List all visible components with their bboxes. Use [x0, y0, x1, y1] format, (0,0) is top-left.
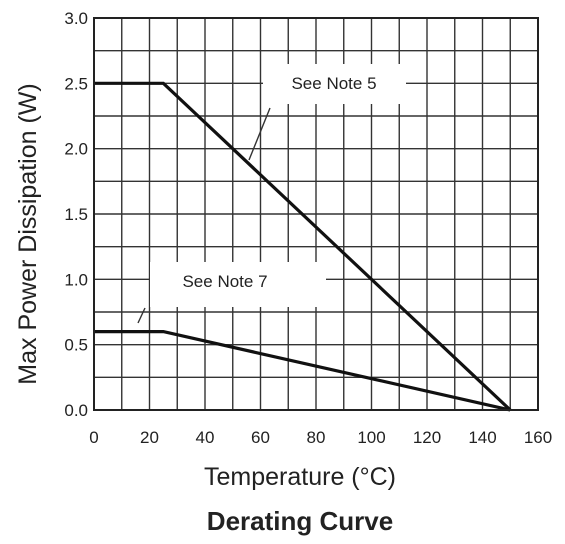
annotation-texts: See Note 5 See Note 7 [182, 74, 376, 291]
x-tick-label: 80 [307, 428, 326, 447]
y-tick-label: 0.0 [64, 401, 88, 420]
y-tick-label: 0.5 [64, 336, 88, 355]
x-tick-label: 160 [524, 428, 552, 447]
x-tick-label: 120 [413, 428, 441, 447]
x-tick-label: 20 [140, 428, 159, 447]
y-tick-label: 2.0 [64, 140, 88, 159]
x-axis-label: Temperature (°C) [204, 463, 396, 491]
series-line [94, 330, 511, 412]
y-axis-label: Max Power Dissipation (W) [14, 83, 42, 384]
plot-frame [93, 17, 539, 411]
x-tick-label: 0 [89, 428, 98, 447]
x-tick-label: 100 [357, 428, 385, 447]
y-tick-labels: 0.0 0.5 1.0 1.5 2.0 2.5 3.0 [64, 9, 88, 420]
y-tick-label: 1.5 [64, 205, 88, 224]
x-tick-label: 60 [251, 428, 270, 447]
x-tick-label: 140 [468, 428, 496, 447]
y-tick-label: 2.5 [64, 74, 88, 93]
annotation-box [263, 64, 406, 104]
annotation-leaders [137, 107, 271, 324]
chart-title: Derating Curve [207, 506, 393, 536]
annotation-boxes [150, 64, 406, 307]
series-line [94, 81, 512, 412]
x-tick-label: 40 [196, 428, 215, 447]
y-tick-label: 3.0 [64, 9, 88, 28]
annotation-box [150, 262, 326, 307]
annotation-leader [248, 107, 271, 161]
series-lines [94, 81, 512, 412]
annotation-text: See Note 5 [291, 74, 376, 93]
annotation-text: See Note 7 [182, 272, 267, 291]
annotation-leader [137, 307, 146, 324]
x-tick-labels: 0 20 40 60 80 100 120 140 160 [89, 428, 552, 447]
y-tick-label: 1.0 [64, 270, 88, 289]
